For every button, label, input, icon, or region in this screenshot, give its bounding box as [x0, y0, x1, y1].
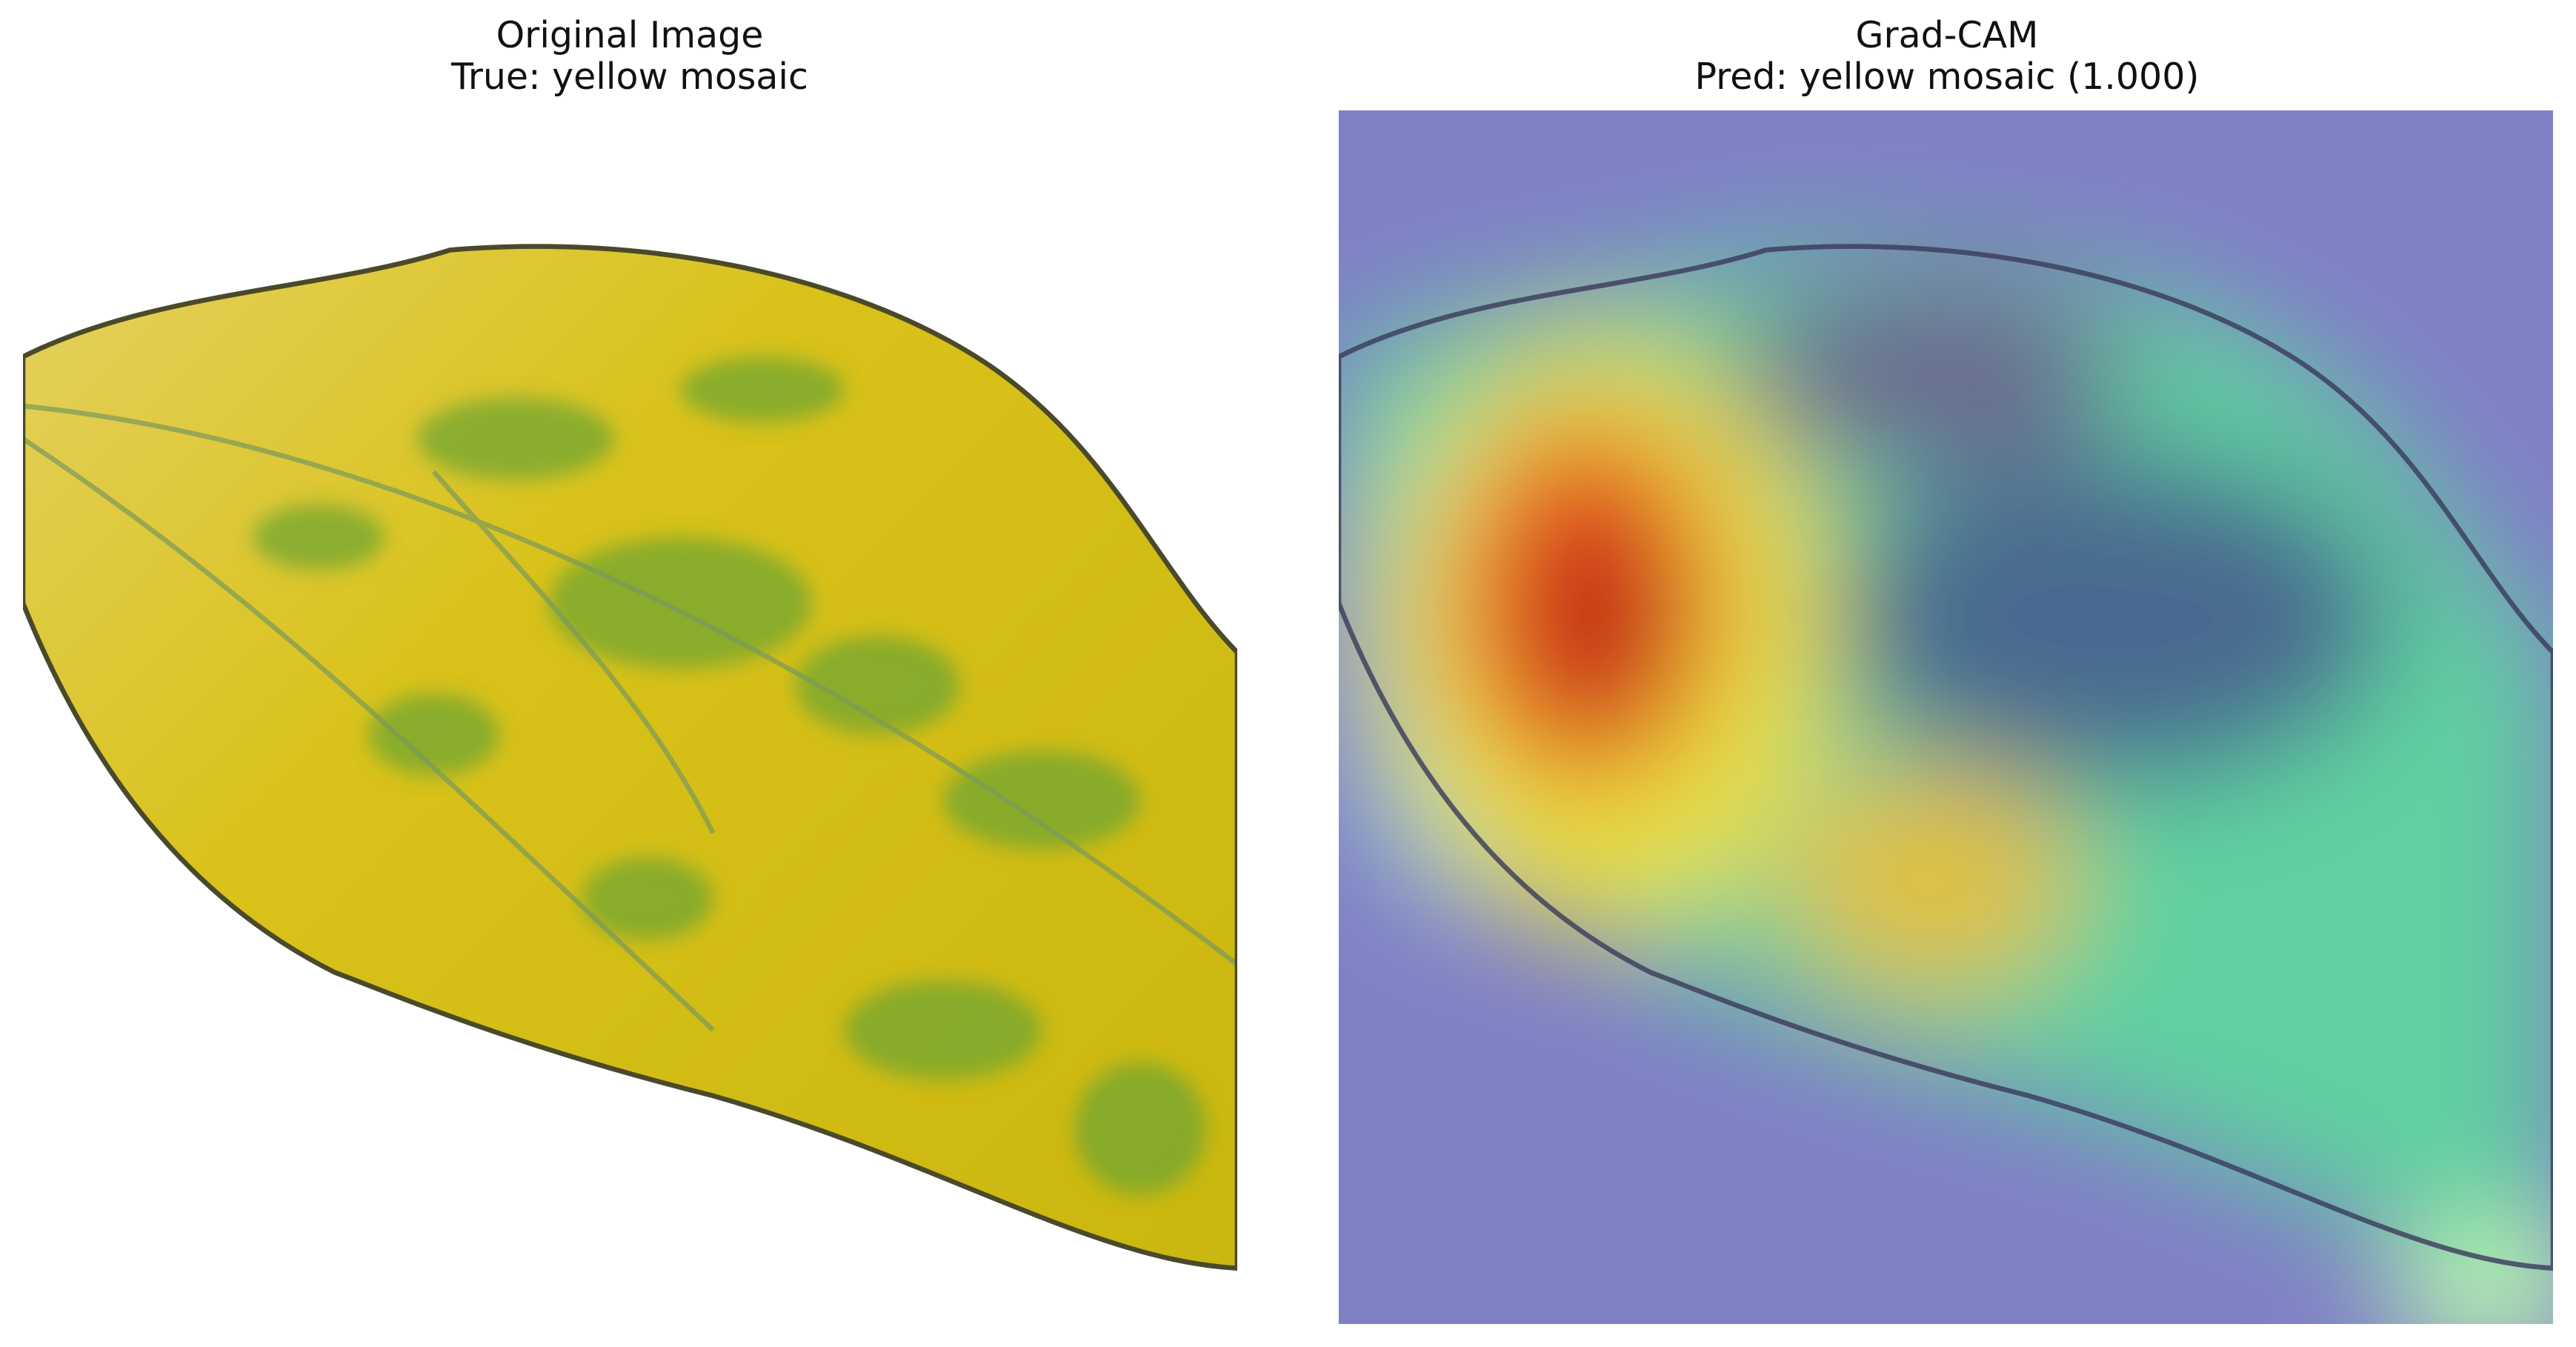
original-image [23, 110, 1237, 1324]
title-line: True: yellow mosaic [451, 56, 808, 98]
panel-title: Grad-CAM Pred: yellow mosaic (1.000) [1317, 15, 2576, 98]
title-line: Pred: yellow mosaic (1.000) [1694, 56, 2200, 98]
title-line: Original Image [496, 14, 764, 56]
title-line: Grad-CAM [1855, 14, 2039, 56]
panel-title: Original Image True: yellow mosaic [0, 15, 1259, 98]
gradcam-image [1339, 110, 2553, 1324]
